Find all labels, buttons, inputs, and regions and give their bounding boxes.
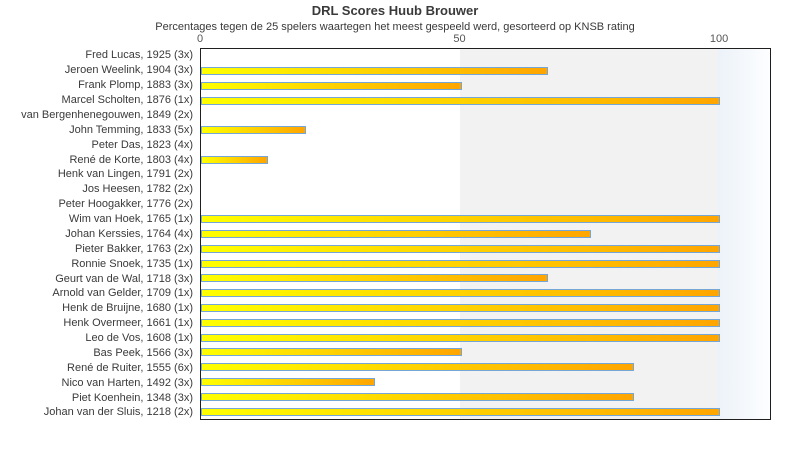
y-axis-label: Bas Peek, 1566 (3x)	[93, 346, 193, 359]
bar	[201, 96, 721, 105]
bar-row	[201, 123, 770, 138]
bar-row	[201, 330, 770, 345]
chart-title: DRL Scores Huub Brouwer	[311, 3, 479, 18]
bar-row	[201, 271, 770, 286]
bar-row	[201, 108, 770, 123]
y-axis-label: van Bergenhenegouwen, 1849 (2x)	[21, 108, 193, 121]
bar-row	[201, 375, 770, 390]
y-axis-label: Geurt van de Wal, 1718 (3x)	[55, 272, 193, 285]
bar-row	[201, 93, 770, 108]
bar-row	[201, 197, 770, 212]
y-axis-label: Jeroen Weelink, 1904 (3x)	[64, 64, 193, 77]
bar	[201, 155, 268, 164]
y-axis-label: John Temming, 1833 (5x)	[69, 123, 193, 136]
bar-row	[201, 286, 770, 301]
bar	[201, 392, 634, 401]
bar-row	[201, 389, 770, 404]
bar	[201, 303, 721, 312]
y-axis-label: René de Ruiter, 1555 (6x)	[67, 361, 193, 374]
y-axis-label: Piet Koenhein, 1348 (3x)	[71, 391, 193, 404]
y-axis-label: Peter Das, 1823 (4x)	[91, 138, 194, 151]
y-axis-label: Leo de Vos, 1608 (1x)	[85, 332, 193, 345]
y-axis-label: Jos Heesen, 1782 (2x)	[82, 183, 193, 196]
x-axis-tick-labels: 0 50 100	[196, 33, 771, 46]
y-axis-label: Henk van Lingen, 1791 (2x)	[57, 168, 193, 181]
bar-row	[201, 227, 770, 242]
y-axis-label: Ronnie Snoek, 1735 (1x)	[71, 257, 193, 270]
bar-row	[201, 345, 770, 360]
bar-row	[201, 49, 770, 64]
plot-area	[200, 48, 771, 420]
bar	[201, 274, 549, 283]
x-tick-label: 100	[709, 33, 729, 45]
bars-container	[201, 49, 770, 419]
bar-row	[201, 182, 770, 197]
chart-subtitle: Percentages tegen de 25 spelers waartege…	[155, 21, 635, 33]
bar-row	[201, 64, 770, 79]
bar-row	[201, 138, 770, 153]
y-axis-label: Johan Kerssies, 1764 (4x)	[65, 227, 193, 240]
y-axis-label: Henk Overmeer, 1661 (1x)	[63, 317, 193, 330]
bar-row	[201, 153, 770, 168]
bar-row	[201, 212, 770, 227]
bar	[201, 318, 721, 327]
y-axis-label: Marcel Scholten, 1876 (1x)	[61, 94, 193, 107]
y-axis-label: Johan van der Sluis, 1218 (2x)	[43, 406, 193, 419]
bar-row	[201, 301, 770, 316]
x-tick-label: 0	[196, 33, 204, 45]
bar	[201, 377, 376, 386]
bar	[201, 126, 307, 135]
y-axis-label: Arnold van Gelder, 1709 (1x)	[52, 287, 193, 300]
y-axis-label: Wim van Hoek, 1765 (1x)	[68, 213, 193, 226]
bar	[201, 363, 634, 372]
bar	[201, 407, 721, 416]
y-axis-label: Nico van Harten, 1492 (3x)	[61, 376, 193, 389]
y-axis-label: Peter Hoogakker, 1776 (2x)	[58, 198, 193, 211]
y-axis-label: Pieter Bakker, 1763 (2x)	[74, 242, 193, 255]
bar	[201, 244, 721, 253]
bar-row	[201, 315, 770, 330]
y-axis-label: Henk de Bruijne, 1680 (1x)	[62, 302, 193, 315]
bar-row	[201, 404, 770, 419]
bar	[201, 81, 462, 90]
bar	[201, 215, 721, 224]
y-axis-label: Fred Lucas, 1925 (3x)	[85, 49, 193, 62]
y-axis-labels: Fred Lucas, 1925 (3x) Jeroen Weelink, 190…	[0, 48, 196, 420]
highlight-band-over-100	[718, 49, 770, 419]
y-axis-label: Frank Plomp, 1883 (3x)	[78, 79, 193, 92]
bar-row	[201, 256, 770, 271]
bar-row	[201, 79, 770, 94]
y-axis-label: René de Korte, 1803 (4x)	[69, 153, 193, 166]
bar	[201, 289, 721, 298]
bar-row	[201, 360, 770, 375]
bar	[201, 259, 721, 268]
x-tick-label: 50	[453, 33, 466, 45]
bar-row	[201, 167, 770, 182]
bar	[201, 67, 549, 76]
bar	[201, 333, 721, 342]
bar-row	[201, 241, 770, 256]
bar	[201, 348, 462, 357]
bar	[201, 229, 591, 238]
